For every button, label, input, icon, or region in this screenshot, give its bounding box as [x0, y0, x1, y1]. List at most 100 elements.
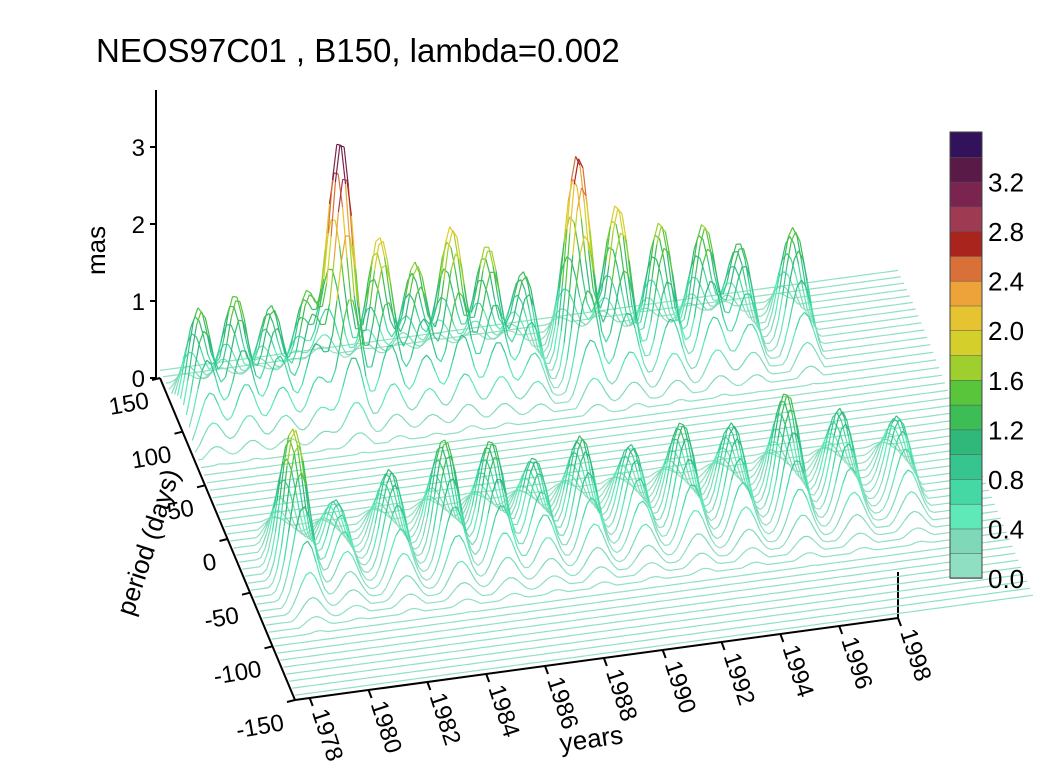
- mesh-segment: [360, 499, 365, 502]
- mesh-segment: [167, 375, 172, 377]
- mesh-segment: [223, 449, 229, 454]
- mesh-segment: [601, 486, 608, 495]
- mesh-segment: [274, 367, 279, 369]
- mesh-segment: [489, 324, 495, 327]
- mesh-segment: [512, 479, 517, 481]
- mesh-segment: [321, 508, 327, 518]
- mesh-segment: [522, 446, 527, 449]
- mesh-segment: [748, 283, 755, 309]
- mesh-segment: [385, 297, 391, 321]
- mesh-segment: [444, 327, 451, 351]
- mesh-segment: [727, 463, 734, 472]
- mesh-segment: [886, 349, 892, 352]
- mesh-segment: [301, 336, 307, 342]
- mesh-segment: [884, 389, 889, 392]
- mesh-segment: [704, 463, 710, 468]
- mesh-segment: [350, 485, 355, 488]
- mesh-segment: [836, 372, 841, 374]
- mesh-segment: [880, 334, 886, 337]
- mesh-segment: [382, 241, 389, 262]
- mesh-segment: [303, 324, 309, 345]
- mesh-segment: [805, 465, 812, 471]
- x-tick-label: 1996: [835, 634, 877, 693]
- mesh-segment: [811, 391, 817, 394]
- z-tick-label: 2: [132, 212, 145, 239]
- mesh-segment: [526, 446, 532, 448]
- mesh-segment: [394, 311, 400, 338]
- mesh-segment: [488, 497, 495, 505]
- mesh-segment: [796, 296, 802, 308]
- mesh-segment: [575, 431, 581, 434]
- mesh-segment: [504, 422, 510, 424]
- mesh-segment: [542, 475, 548, 477]
- mesh-segment: [836, 396, 841, 399]
- mesh-segment: [862, 392, 867, 395]
- mesh-segment: [590, 498, 596, 508]
- mesh-segment: [639, 403, 645, 406]
- mesh-segment: [904, 324, 909, 326]
- mesh-segment: [881, 430, 887, 443]
- mesh-segment: [230, 517, 235, 520]
- mesh-segment: [552, 466, 558, 468]
- mesh-segment: [714, 436, 720, 439]
- mesh-segment: [340, 494, 345, 497]
- mesh-segment: [379, 329, 386, 342]
- mesh-segment: [379, 466, 384, 468]
- mesh-segment: [408, 470, 413, 472]
- mesh-segment: [845, 395, 850, 397]
- mesh-segment: [554, 410, 559, 413]
- mesh-segment: [395, 354, 402, 371]
- mesh-segment: [217, 496, 222, 498]
- mesh-segment: [373, 348, 379, 353]
- mesh-segment: [763, 325, 769, 331]
- mesh-segment: [200, 399, 206, 414]
- mesh-segment: [573, 319, 579, 326]
- mesh-segment: [262, 387, 269, 397]
- mesh-segment: [422, 460, 428, 463]
- mesh-segment: [652, 482, 658, 493]
- mesh-segment: [766, 353, 772, 359]
- mesh-segment: [726, 259, 733, 281]
- mesh-segment: [924, 376, 930, 379]
- mesh-segment: [860, 287, 865, 290]
- mesh-segment: [206, 369, 211, 372]
- mesh-segment: [256, 490, 261, 493]
- mesh-segment: [861, 280, 867, 283]
- mesh-segment: [834, 436, 841, 447]
- mesh-segment: [578, 303, 584, 329]
- mesh-segment: [219, 479, 225, 482]
- mesh-segment: [617, 433, 623, 436]
- mesh-segment: [313, 297, 319, 308]
- mesh-segment: [793, 353, 800, 364]
- mesh-segment: [497, 484, 504, 504]
- mesh-segment: [228, 525, 234, 527]
- mesh-segment: [415, 286, 422, 295]
- mesh-segment: [814, 399, 820, 401]
- mesh-segment: [898, 437, 904, 451]
- mesh-segment: [783, 236, 789, 261]
- mesh-segment: [598, 297, 604, 304]
- mesh-segment: [492, 266, 498, 294]
- mesh-segment: [324, 203, 331, 250]
- mesh-segment: [786, 241, 792, 266]
- mesh-segment: [262, 568, 268, 575]
- mesh-segment: [797, 401, 802, 404]
- mesh-segment: [711, 278, 717, 295]
- mesh-segment: [738, 332, 745, 344]
- mesh-segment: [411, 540, 417, 544]
- mesh-segment: [856, 447, 862, 450]
- mesh-segment: [814, 422, 820, 425]
- mesh-segment: [331, 515, 337, 524]
- mesh-segment: [814, 287, 819, 290]
- mesh-segment: [272, 327, 279, 333]
- mesh-segment: [851, 309, 857, 312]
- mesh-segment: [318, 474, 323, 477]
- mesh-segment: [393, 456, 399, 459]
- mesh-segment: [838, 311, 844, 313]
- mesh-segment: [536, 436, 542, 439]
- x-tick-mark: [308, 697, 314, 707]
- mesh-segment: [930, 367, 935, 370]
- mesh-segment: [568, 394, 574, 403]
- mesh-segment: [342, 532, 349, 542]
- mesh-segment: [648, 339, 655, 355]
